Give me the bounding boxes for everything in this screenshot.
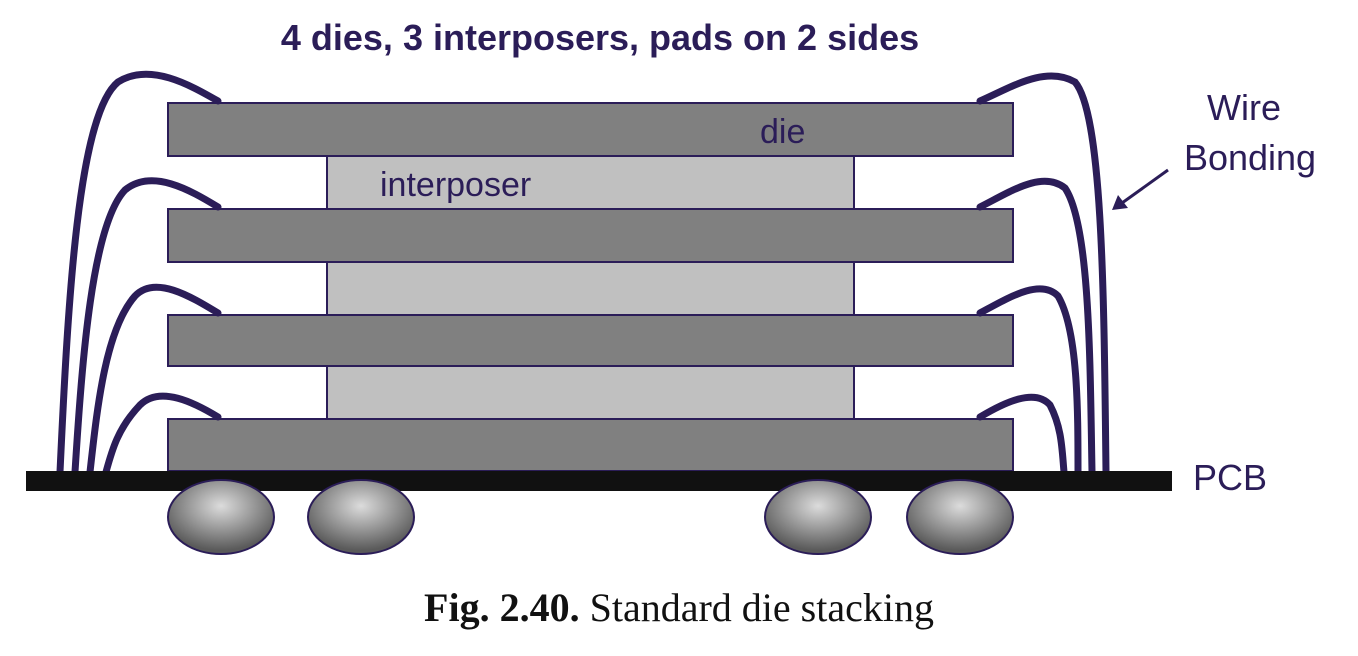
die-1 — [167, 102, 1014, 157]
die-label: die — [760, 113, 805, 151]
wire-left-die-4 — [102, 392, 222, 476]
interposer-2 — [326, 261, 855, 316]
wire-left-die-3 — [86, 283, 222, 476]
die-2 — [167, 208, 1014, 263]
figure-caption-text: Standard die stacking — [589, 585, 934, 630]
solder-ball-3 — [764, 479, 872, 555]
solder-ball-2 — [307, 479, 415, 555]
wire-left-die-2 — [71, 177, 222, 476]
interposer-label: interposer — [380, 166, 531, 204]
wire-right-die-1 — [976, 72, 1110, 476]
solder-ball-4 — [906, 479, 1014, 555]
wire-right-die-3 — [976, 285, 1082, 476]
interposer-3 — [326, 365, 855, 420]
wire-right-die-2 — [976, 177, 1096, 476]
diagram-title: 4 dies, 3 interposers, pads on 2 sides — [281, 17, 919, 58]
die-4 — [167, 418, 1014, 472]
wire-bonds-left — [56, 70, 222, 476]
die-3 — [167, 314, 1014, 367]
interposer-1 — [326, 155, 855, 210]
solder-ball-1 — [167, 479, 275, 555]
die-stacking-diagram: 4 dies, 3 interposers, pads on 2 sides d… — [26, 17, 1316, 555]
wire-bonding-label-line2: Bonding — [1184, 137, 1316, 178]
figure-caption: Fig. 2.40. Standard die stacking — [0, 584, 1358, 631]
pcb-board — [26, 471, 1172, 491]
wire-right-die-4 — [976, 393, 1068, 476]
pcb-label: PCB — [1193, 457, 1267, 498]
wire-bonds-right — [976, 72, 1110, 476]
wire-bonding-label-line1: Wire — [1207, 87, 1281, 128]
figure-number: Fig. 2.40. — [424, 585, 580, 630]
wire-left-die-1 — [56, 70, 222, 476]
wire-bonding-arrow — [1112, 168, 1169, 210]
